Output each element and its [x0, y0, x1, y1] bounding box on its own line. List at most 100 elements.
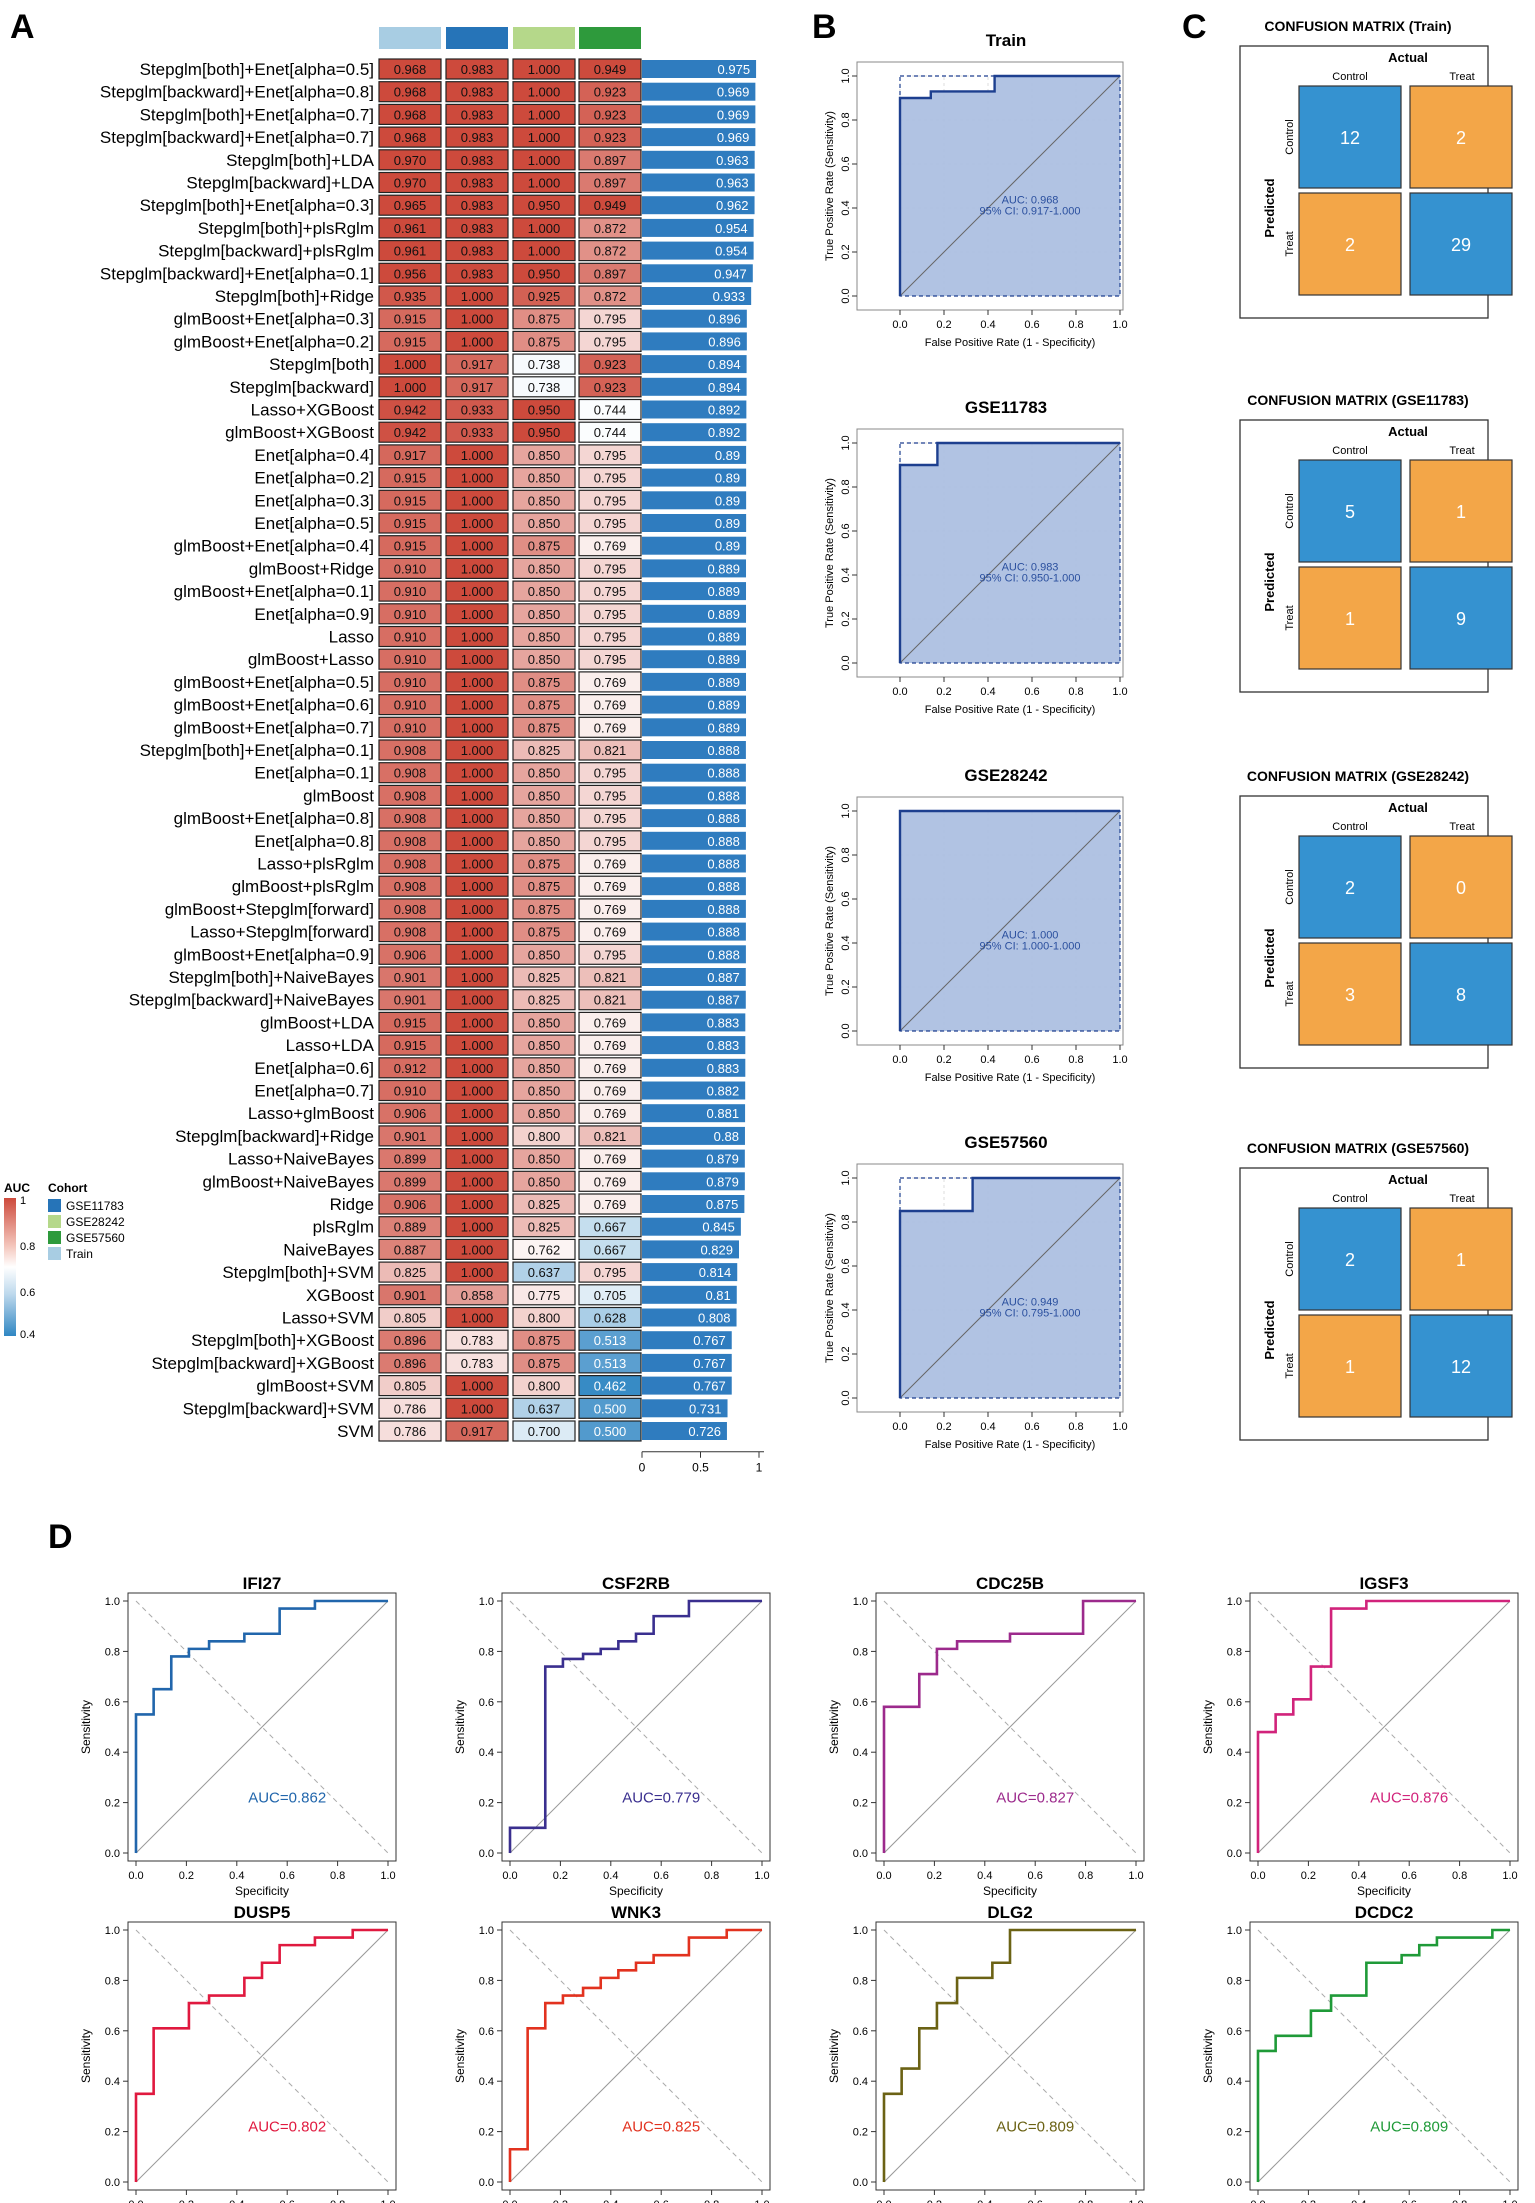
mean-auc-label: 0.969 — [717, 130, 750, 145]
heatmap-value: 0.805 — [394, 1311, 427, 1326]
heatmap-cell — [378, 1374, 442, 1397]
heatmap-cell — [512, 1170, 576, 1192]
heatmap-cell — [512, 1011, 576, 1034]
heatmap-value: 1.000 — [528, 130, 561, 145]
gene-roc-x-tick-label: 0.4 — [603, 1870, 618, 1882]
gene-roc-x-tick-label: 1.0 — [380, 1870, 395, 1882]
mean-auc-label: 0.731 — [689, 1401, 722, 1416]
heatmap-cell — [578, 1352, 642, 1374]
heatmap-cell — [378, 807, 442, 829]
heatmap-value: 0.983 — [461, 198, 494, 213]
gene-roc-frame — [875, 1921, 1145, 2191]
heatmap-cell — [512, 217, 576, 239]
gene-roc-y-tick-label: 0.0 — [105, 2177, 120, 2189]
heatmap-value: 0.910 — [394, 675, 427, 690]
heatmap-cell — [378, 966, 442, 988]
panel-label-c: C — [1182, 8, 1207, 46]
heatmap-cell — [378, 830, 442, 852]
mean-auc-bar — [642, 332, 747, 351]
heatmap-value: 0.983 — [461, 153, 494, 168]
heatmap-value: 0.983 — [461, 221, 494, 236]
heatmap-cell — [378, 1057, 442, 1079]
heatmap-value: 0.769 — [594, 539, 627, 554]
model-label: plsRglm — [313, 1218, 374, 1237]
mean-auc-label: 0.954 — [715, 244, 748, 259]
heatmap-cell — [578, 1193, 642, 1215]
heatmap-cell — [378, 308, 442, 330]
heatmap-cell — [512, 1306, 576, 1329]
heatmap-value: 0.850 — [528, 471, 561, 486]
heatmap-cell — [378, 989, 442, 1011]
cohort-legend-title: Cohort — [48, 1181, 87, 1195]
mean-auc-label: 0.767 — [693, 1333, 726, 1348]
heatmap-cell — [445, 580, 509, 602]
heatmap-value: 0.850 — [528, 834, 561, 849]
heatmap-value: 0.850 — [528, 630, 561, 645]
heatmap-cell — [445, 1216, 509, 1238]
model-label: Stepglm[both]+XGBoost — [191, 1331, 374, 1350]
mean-auc-label: 0.892 — [708, 403, 741, 418]
heatmap-cell — [378, 1147, 442, 1170]
heatmap-value: 1.000 — [461, 1265, 494, 1280]
heatmap-cell — [445, 1147, 509, 1170]
confusion-cell-count: 12 — [1451, 1357, 1471, 1377]
heatmap-cell — [578, 966, 642, 988]
heatmap-value: 1.000 — [461, 1379, 494, 1394]
heatmap-value: 0.769 — [594, 1061, 627, 1076]
mean-auc-label: 0.933 — [713, 289, 746, 304]
heatmap-value: 0.950 — [528, 198, 561, 213]
mean-auc-bar — [642, 990, 746, 1009]
gene-roc-y-tick-label: 1.0 — [1227, 1596, 1242, 1608]
heatmap-value: 0.786 — [394, 1424, 427, 1439]
heatmap-cell — [445, 149, 509, 171]
gene-roc-y-axis-label: Sensitivity — [79, 1700, 93, 1754]
heatmap-value: 0.850 — [528, 561, 561, 576]
model-label: glmBoost — [303, 786, 374, 805]
gene-roc-y-tick-label: 0.2 — [105, 1798, 120, 1810]
heatmap-value: 0.949 — [594, 62, 627, 77]
heatmap-cell — [512, 1216, 576, 1238]
mean-auc-label: 0.887 — [707, 993, 740, 1008]
heatmap-cell — [512, 852, 576, 875]
gene-roc-y-tick-label: 0.4 — [105, 1747, 120, 1759]
auc-tick: 0.6 — [20, 1287, 35, 1299]
gene-roc-diagonal — [509, 1600, 763, 1854]
roc-y-tick-label: 0.8 — [840, 479, 852, 494]
heatmap-value: 0.821 — [594, 970, 627, 985]
roc-y-tick-label: 0.2 — [840, 244, 852, 259]
bar-axis-tick-label: 0 — [639, 1461, 646, 1475]
roc-y-tick-label: 0.0 — [840, 655, 852, 670]
roc-y-tick-label: 0.2 — [840, 611, 852, 626]
heatmap-value: 1.000 — [461, 584, 494, 599]
mean-auc-bar — [642, 1172, 745, 1191]
confusion-cell-count: 3 — [1345, 985, 1355, 1005]
heatmap-value: 0.983 — [461, 107, 494, 122]
mean-auc-bar — [642, 1195, 745, 1213]
gene-roc-frame — [127, 1592, 397, 1862]
heatmap-value: 0.775 — [528, 1288, 561, 1303]
heatmap-cell — [445, 943, 509, 965]
gene-roc-title: CSF2RB — [602, 1574, 670, 1593]
heatmap-value: 0.875 — [528, 720, 561, 735]
predicted-class-label: Treat — [1284, 231, 1296, 256]
heatmap-cell — [445, 898, 509, 920]
model-label: Stepglm[backward]+XGBoost — [151, 1354, 374, 1373]
gene-roc-x-tick-label: 1.0 — [1128, 2199, 1143, 2203]
heatmap-value: 0.983 — [461, 62, 494, 77]
heatmap-value: 0.769 — [594, 1174, 627, 1189]
roc-y-tick-label: 0.6 — [840, 523, 852, 538]
mean-auc-bar — [642, 1399, 728, 1418]
mean-auc-label: 0.767 — [693, 1356, 726, 1371]
heatmap-value: 0.795 — [594, 811, 627, 826]
mean-auc-label: 0.888 — [707, 766, 740, 781]
heatmap-cell — [378, 398, 442, 421]
confusion-cell-count: 1 — [1456, 1250, 1466, 1270]
roc-title: GSE28242 — [964, 766, 1047, 785]
model-label: Stepglm[both]+Enet[alpha=0.7] — [140, 105, 374, 124]
confusion-cell — [1298, 192, 1402, 296]
heatmap-cell — [378, 648, 442, 670]
roc-x-tick-label: 0.8 — [1068, 1421, 1083, 1433]
confusion-cell-count: 1 — [1345, 1357, 1355, 1377]
heatmap-value: 0.850 — [528, 516, 561, 531]
heatmap-value: 0.896 — [394, 1333, 427, 1348]
